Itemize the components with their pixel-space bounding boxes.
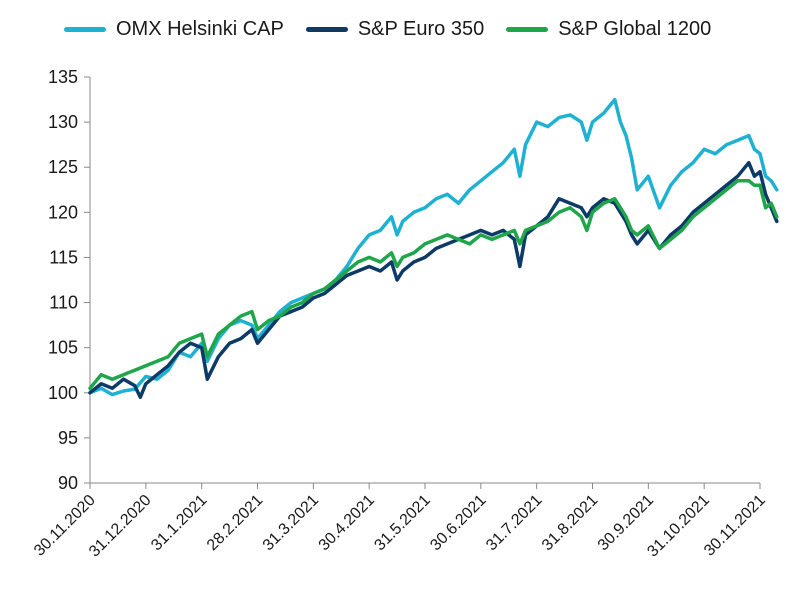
y-tick-label: 100	[48, 383, 78, 403]
y-tick-label: 135	[48, 67, 78, 87]
legend-label: OMX Helsinki CAP	[116, 18, 284, 40]
legend-label: S&P Global 1200	[558, 18, 712, 40]
legend-item-s-p-euro-350: S&P Euro 350	[305, 18, 485, 41]
y-tick-label: 90	[58, 473, 78, 493]
legend-item-s-p-global-1200: S&P Global 1200	[506, 18, 711, 41]
x-tick-label: 31.1.2021	[148, 492, 210, 554]
y-tick-label: 95	[58, 428, 78, 448]
x-tick-label: 30.4.2021	[316, 492, 378, 554]
legend-label: S&P Euro 350	[357, 18, 485, 40]
x-tick-label: 30.11.2021	[701, 492, 769, 560]
y-tick-label: 105	[48, 338, 78, 358]
y-tick-label: 125	[48, 157, 78, 177]
x-tick-label: 31.3.2021	[260, 492, 322, 554]
x-tick-label: 31.5.2021	[371, 492, 433, 554]
legend-swatch	[64, 27, 106, 32]
legend-swatch	[305, 27, 348, 32]
legend-item-omx-helsinki-cap: OMX Helsinki CAP	[64, 18, 284, 41]
series-line-s-p-euro-350	[88, 160, 779, 400]
legend-swatch	[506, 27, 549, 32]
series-line-s-p-global-1200	[88, 179, 779, 391]
x-tick-label: 28.2.2021	[204, 492, 266, 554]
legend: OMX Helsinki CAP S&P Euro 350 S&P Global 1…	[64, 18, 711, 41]
y-tick-label: 115	[49, 247, 78, 267]
x-tick-label: 30.6.2021	[427, 492, 489, 554]
x-tick-label: 31.8.2021	[539, 492, 601, 554]
y-tick-label: 120	[48, 202, 78, 222]
y-tick-label: 110	[49, 293, 78, 313]
y-tick-label: 130	[48, 112, 78, 132]
x-tick-label: 31.7.2021	[483, 492, 545, 554]
series-line-omx-helsinki-cap	[88, 97, 779, 397]
